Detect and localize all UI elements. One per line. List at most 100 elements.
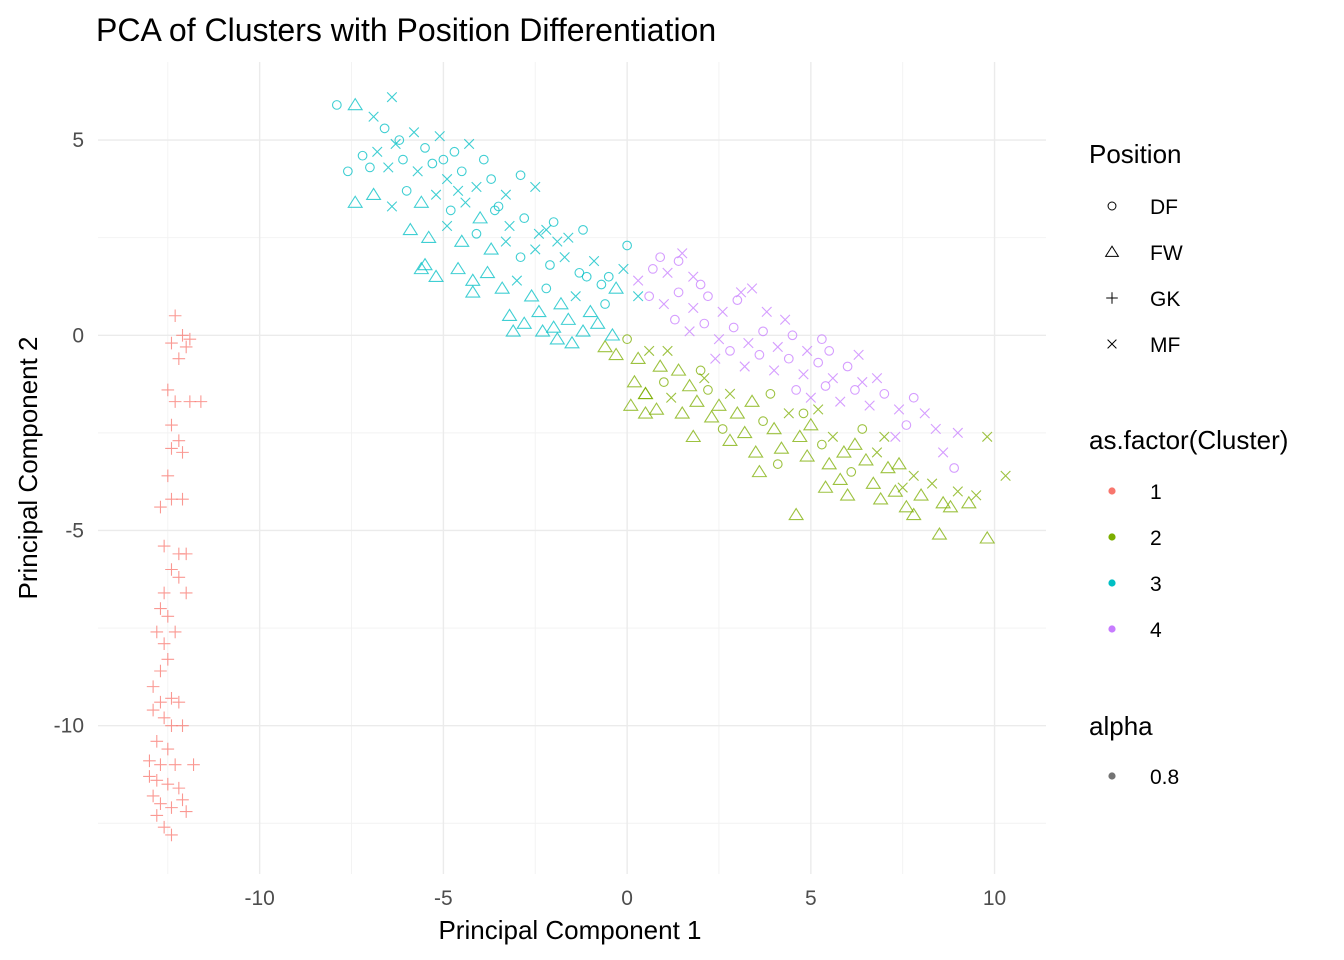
data-point-1 <box>162 653 175 666</box>
data-point-1 <box>165 442 178 455</box>
data-point-4 <box>740 362 750 372</box>
data-point-3 <box>553 237 563 247</box>
y-tick-label: -10 <box>54 715 84 738</box>
legend-label: MF <box>1150 334 1180 357</box>
data-point-4 <box>818 335 827 344</box>
data-point-3 <box>399 155 408 164</box>
data-point-4 <box>769 366 779 376</box>
data-point-4 <box>872 373 882 383</box>
data-point-4 <box>931 424 941 434</box>
data-point-2 <box>766 390 775 399</box>
data-point-3 <box>466 274 480 285</box>
data-point-3 <box>571 291 581 301</box>
data-point-3 <box>512 276 522 286</box>
data-point-2 <box>907 509 921 520</box>
y-tick-label: 5 <box>72 129 84 152</box>
data-point-3 <box>583 306 597 317</box>
data-point-3 <box>525 290 539 301</box>
data-point-3 <box>597 280 606 289</box>
data-point-4 <box>726 347 735 356</box>
data-point-2 <box>866 477 880 488</box>
data-point-4 <box>688 303 698 313</box>
data-point-2 <box>660 378 669 387</box>
data-point-3 <box>554 298 568 309</box>
data-point-4 <box>835 397 845 407</box>
legend-label: 1 <box>1150 481 1162 504</box>
data-point-1 <box>195 395 208 408</box>
data-point-4 <box>659 299 669 309</box>
data-point-1 <box>154 665 167 678</box>
data-point-2 <box>800 450 814 461</box>
data-point-4 <box>700 319 709 328</box>
legend: PositionDFFWGKMFas.factor(Cluster)1234al… <box>1089 139 1288 789</box>
data-point-1 <box>162 778 175 791</box>
data-point-3 <box>589 256 599 266</box>
data-point-1 <box>150 626 163 639</box>
data-point-2 <box>784 409 794 419</box>
data-point-2 <box>859 454 873 465</box>
circle-icon <box>1108 202 1116 210</box>
data-point-1 <box>165 801 178 814</box>
data-point-1 <box>165 563 178 576</box>
y-tick-label: -5 <box>65 519 84 542</box>
data-point-3 <box>446 206 455 215</box>
data-point-4 <box>633 276 643 286</box>
data-point-4 <box>909 393 918 402</box>
data-point-4 <box>656 253 665 262</box>
data-point-4 <box>671 315 680 324</box>
legend-title: Position <box>1089 139 1182 169</box>
data-point-3 <box>472 229 481 238</box>
data-point-3 <box>561 313 575 324</box>
data-point-2 <box>704 386 713 395</box>
data-point-4 <box>736 288 746 298</box>
data-point-3 <box>582 272 591 281</box>
data-point-3 <box>604 272 613 281</box>
data-point-1 <box>169 626 182 639</box>
data-point-4 <box>649 265 658 274</box>
data-point-1 <box>165 419 178 432</box>
data-point-1 <box>165 337 178 350</box>
data-point-2 <box>653 360 667 371</box>
y-axis-title: Principal Component 2 <box>13 336 43 599</box>
data-point-2 <box>639 388 653 399</box>
data-point-4 <box>825 347 834 356</box>
data-point-4 <box>677 248 687 258</box>
data-point-1 <box>176 446 189 459</box>
data-point-2 <box>628 376 642 387</box>
data-point-2 <box>927 479 937 489</box>
data-point-1 <box>158 637 171 650</box>
data-point-2 <box>899 501 913 512</box>
data-point-2 <box>971 491 981 501</box>
data-point-2 <box>828 432 838 442</box>
data-point-4 <box>938 448 948 458</box>
data-point-2 <box>982 432 992 442</box>
data-point-2 <box>650 403 664 414</box>
data-point-1 <box>158 587 171 600</box>
data-point-3 <box>505 221 515 231</box>
x-axis-title: Principal Component 1 <box>438 915 701 945</box>
data-point-2 <box>799 409 808 418</box>
data-point-4 <box>799 370 809 380</box>
data-point-1 <box>154 696 167 709</box>
data-point-3 <box>372 147 382 157</box>
data-point-4 <box>950 464 959 473</box>
data-point-3 <box>516 171 525 180</box>
data-point-2 <box>759 417 768 426</box>
data-point-3 <box>550 333 564 344</box>
legend-label: GK <box>1150 288 1180 311</box>
data-point-3 <box>591 317 605 328</box>
data-point-1 <box>162 743 175 756</box>
legend-label: FW <box>1150 242 1183 265</box>
data-point-2 <box>696 366 705 375</box>
cross-icon <box>1108 340 1117 349</box>
legend-label: DF <box>1150 196 1178 219</box>
data-point-4 <box>891 432 901 442</box>
plus-icon <box>1106 292 1118 304</box>
data-point-3 <box>380 124 389 133</box>
data-point-1 <box>176 794 189 807</box>
data-point-3 <box>387 92 397 102</box>
data-point-1 <box>150 735 163 748</box>
axes: -10 -5 0 5 10-10-505 <box>54 129 1007 910</box>
data-point-2 <box>672 364 686 375</box>
